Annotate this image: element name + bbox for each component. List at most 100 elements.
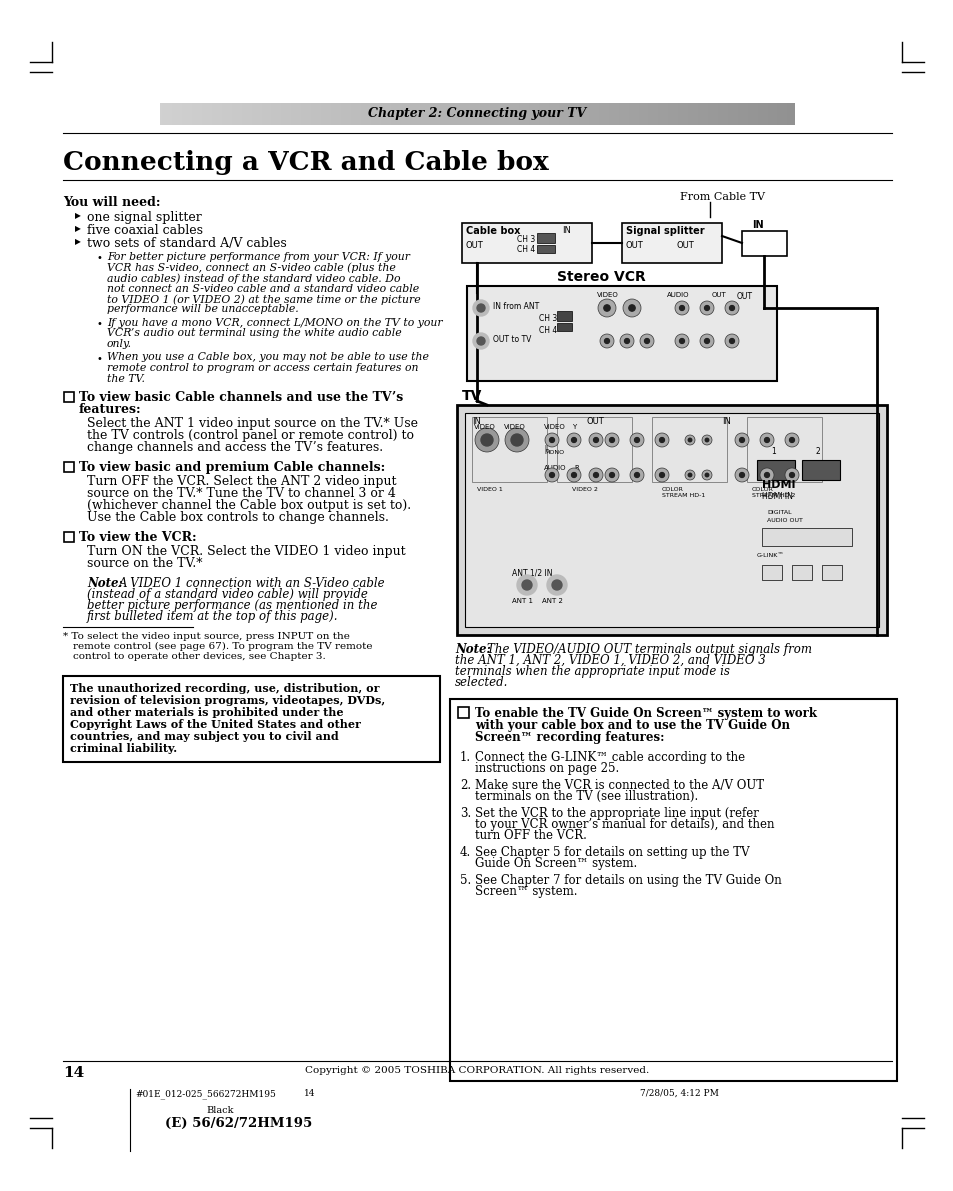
Text: OUT: OUT	[711, 292, 726, 298]
Circle shape	[588, 434, 602, 447]
Text: 7/28/05, 4:12 PM: 7/28/05, 4:12 PM	[639, 1089, 719, 1098]
Circle shape	[634, 473, 639, 478]
Circle shape	[701, 470, 711, 480]
Text: Black: Black	[206, 1106, 233, 1115]
Text: •: •	[97, 252, 103, 263]
Circle shape	[546, 575, 566, 596]
Circle shape	[619, 333, 634, 348]
Text: IN: IN	[751, 220, 762, 230]
Circle shape	[552, 580, 561, 590]
Text: source on the TV.*: source on the TV.*	[87, 557, 202, 570]
Text: Set the VCR to the appropriate line input (refer: Set the VCR to the appropriate line inpu…	[475, 807, 758, 819]
Text: HDMI IN: HDMI IN	[761, 492, 792, 501]
Circle shape	[549, 437, 554, 442]
Text: To view basic and premium Cable channels:: To view basic and premium Cable channels…	[79, 461, 385, 474]
Circle shape	[675, 301, 688, 314]
Circle shape	[687, 473, 691, 476]
Text: VIDEO: VIDEO	[543, 424, 565, 430]
Text: COLOR
STREAM HD-1: COLOR STREAM HD-1	[661, 487, 704, 498]
Text: COLOR
STREAM HD-2: COLOR STREAM HD-2	[751, 487, 795, 498]
Circle shape	[784, 468, 799, 482]
Circle shape	[517, 575, 537, 596]
Circle shape	[511, 434, 522, 445]
Circle shape	[739, 437, 743, 442]
Text: OUT: OUT	[677, 241, 694, 250]
Text: R: R	[574, 464, 578, 470]
Text: To view the VCR:: To view the VCR:	[79, 531, 196, 544]
Text: See Chapter 5 for details on setting up the TV: See Chapter 5 for details on setting up …	[475, 846, 749, 859]
Circle shape	[763, 473, 769, 478]
Circle shape	[734, 434, 748, 447]
Text: Turn ON the VCR. Select the VIDEO 1 video input: Turn ON the VCR. Select the VIDEO 1 vide…	[87, 545, 405, 559]
Text: terminals when the appropriate input mode is: terminals when the appropriate input mod…	[455, 665, 729, 678]
Text: Note:: Note:	[455, 643, 491, 656]
Circle shape	[644, 338, 649, 343]
Circle shape	[571, 473, 576, 478]
Circle shape	[655, 468, 668, 482]
Text: countries, and may subject you to civil and: countries, and may subject you to civil …	[70, 731, 338, 742]
Text: VIDEO: VIDEO	[597, 292, 618, 298]
Text: VIDEO: VIDEO	[503, 424, 525, 430]
Circle shape	[480, 434, 493, 445]
Text: For better picture performance from your VCR: If your: For better picture performance from your…	[107, 252, 410, 262]
Circle shape	[609, 437, 614, 442]
FancyBboxPatch shape	[64, 392, 74, 403]
Circle shape	[659, 473, 663, 478]
Text: ▶: ▶	[75, 237, 81, 247]
Text: IN: IN	[472, 417, 480, 426]
FancyBboxPatch shape	[801, 460, 840, 480]
Text: and other materials is prohibited under the: and other materials is prohibited under …	[70, 707, 343, 718]
FancyBboxPatch shape	[557, 323, 572, 331]
Circle shape	[624, 338, 629, 343]
Text: The VIDEO/AUDIO OUT terminals output signals from: The VIDEO/AUDIO OUT terminals output sig…	[486, 643, 811, 656]
Text: Y: Y	[572, 424, 576, 430]
FancyBboxPatch shape	[464, 413, 878, 626]
Text: Signal splitter: Signal splitter	[625, 226, 704, 236]
Text: You will need:: You will need:	[63, 197, 160, 208]
Text: G-LINK™: G-LINK™	[757, 553, 783, 559]
Circle shape	[789, 437, 794, 442]
Text: the TV.: the TV.	[107, 374, 145, 384]
Text: one signal splitter: one signal splitter	[87, 211, 201, 224]
Text: five coaxial cables: five coaxial cables	[87, 224, 203, 237]
Text: to VIDEO 1 (or VIDEO 2) at the same time or the picture: to VIDEO 1 (or VIDEO 2) at the same time…	[107, 294, 420, 305]
Text: (E) 56/62/72HM195: (E) 56/62/72HM195	[165, 1117, 312, 1130]
Circle shape	[476, 337, 484, 345]
Text: OUT to TV: OUT to TV	[493, 335, 531, 344]
Text: TV: TV	[461, 389, 482, 403]
Text: To view basic Cable channels and use the TV’s: To view basic Cable channels and use the…	[79, 391, 403, 404]
Text: •: •	[97, 319, 103, 329]
Text: not connect an S-video cable and a standard video cable: not connect an S-video cable and a stand…	[107, 283, 418, 293]
Circle shape	[701, 435, 711, 445]
Circle shape	[704, 338, 709, 343]
Text: remote control to program or access certain features on: remote control to program or access cert…	[107, 363, 418, 373]
FancyBboxPatch shape	[621, 223, 721, 263]
Circle shape	[700, 301, 713, 314]
Text: Note:: Note:	[87, 576, 123, 590]
FancyBboxPatch shape	[557, 311, 572, 322]
Text: with your cable box and to use the TV Guide On: with your cable box and to use the TV Gu…	[475, 719, 789, 732]
Text: VIDEO 1: VIDEO 1	[476, 487, 502, 492]
FancyBboxPatch shape	[64, 462, 74, 472]
Text: MONO: MONO	[543, 450, 563, 455]
Text: control to operate other devices, see Chapter 3.: control to operate other devices, see Ch…	[73, 651, 325, 661]
Text: DIGITAL: DIGITAL	[766, 510, 791, 515]
Text: CH 4: CH 4	[517, 245, 535, 254]
Text: Screen™ recording features:: Screen™ recording features:	[475, 731, 664, 744]
Text: 3.: 3.	[459, 807, 471, 819]
Text: CH 4: CH 4	[538, 326, 557, 335]
Text: Turn OFF the VCR. Select the ANT 2 video input: Turn OFF the VCR. Select the ANT 2 video…	[87, 475, 396, 488]
Circle shape	[675, 333, 688, 348]
Circle shape	[763, 437, 769, 442]
Text: See Chapter 7 for details on using the TV Guide On: See Chapter 7 for details on using the T…	[475, 874, 781, 887]
Circle shape	[571, 437, 576, 442]
Text: only.: only.	[107, 339, 132, 349]
Text: OUT: OUT	[465, 241, 483, 250]
Text: CH 3: CH 3	[517, 235, 535, 244]
Text: 1.: 1.	[459, 752, 471, 763]
Text: Guide On Screen™ system.: Guide On Screen™ system.	[475, 858, 637, 869]
Text: CH 3: CH 3	[538, 314, 557, 323]
Text: OUT: OUT	[625, 241, 643, 250]
Text: VIDEO: VIDEO	[474, 424, 496, 430]
Circle shape	[739, 473, 743, 478]
